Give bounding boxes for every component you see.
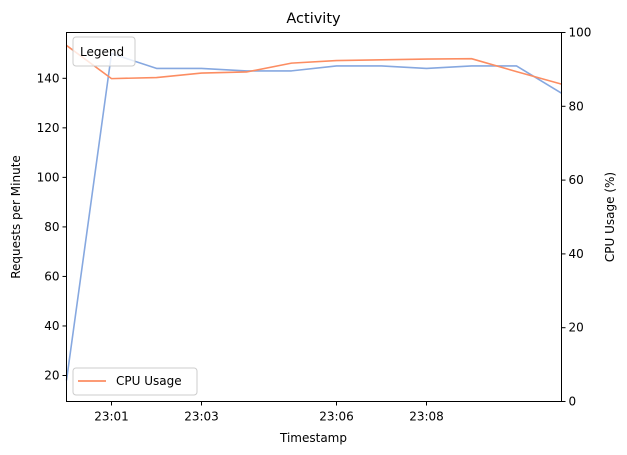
legend-box: CPU Usage [72,367,198,396]
right-tick-label: 100 [569,26,592,40]
legend-title-box: Legend [72,36,136,67]
legend-frame [72,367,198,396]
right-axis: 0 20 40 60 80 100 [561,26,592,409]
x-axis-label: Timestamp [279,431,347,445]
x-tick-label: 23:06 [319,410,354,424]
right-tick-label: 40 [569,247,584,261]
left-tick-label: 140 [37,71,60,85]
left-tick-label: 20 [44,368,59,382]
series-line-cpu-usage [66,44,562,85]
left-tick-label: 120 [37,121,60,135]
plot-lines [65,44,562,381]
legend-entry-cpu-usage: CPU Usage [116,374,182,388]
right-axis-label: CPU Usage (%) [603,172,617,262]
x-axis: 23:01 23:03 23:06 23:08 [94,401,444,424]
right-tick-label: 0 [569,395,577,409]
legend-title-frame [72,36,136,67]
left-tick-label: 100 [37,170,60,184]
right-tick-label: 60 [569,173,584,187]
chart-title: Activity [286,11,341,27]
x-tick-label: 23:01 [94,410,129,424]
left-tick-label: 80 [44,220,59,234]
right-tick-label: 80 [569,99,584,113]
left-axis: 20 40 60 80 100 120 140 [37,71,67,382]
series-line-1 [65,52,562,381]
legend-title: Legend [80,45,124,59]
left-tick-label: 60 [44,269,59,283]
plot-frame [66,32,562,402]
x-tick-label: 23:03 [184,410,219,424]
left-tick-label: 40 [44,319,59,333]
right-tick-label: 20 [569,321,584,335]
x-tick-label: 23:08 [409,410,444,424]
left-axis-label: Requests per Minute [9,155,23,279]
